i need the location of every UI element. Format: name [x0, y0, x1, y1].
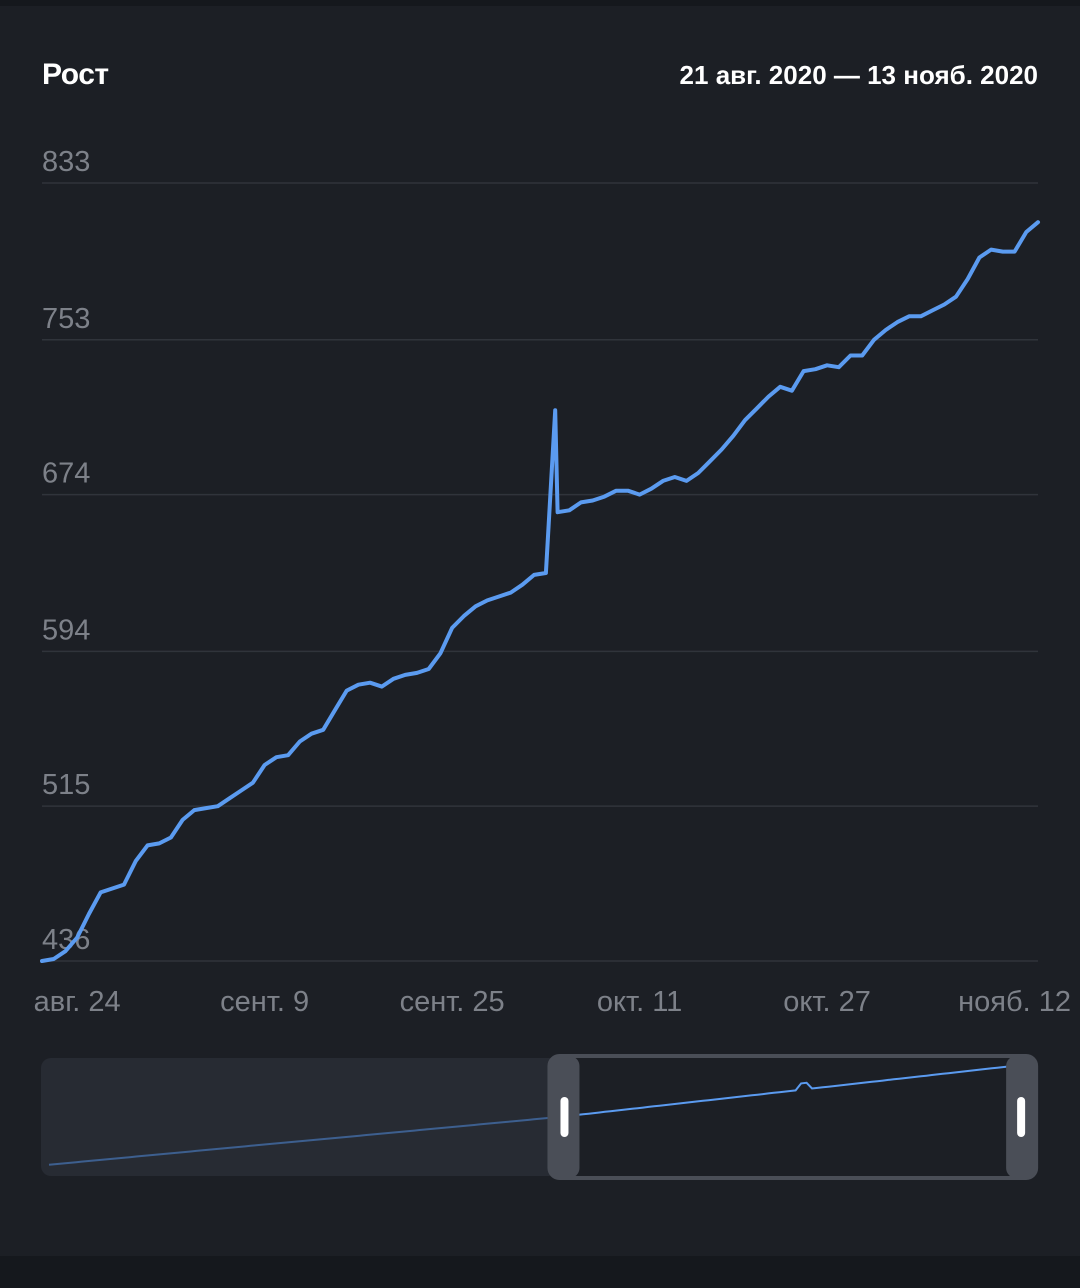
y-tick-label: 833	[42, 146, 90, 178]
x-tick-label: окт. 11	[597, 986, 682, 1018]
navigator-grip-right	[1017, 1097, 1026, 1137]
navigator-grip-left	[560, 1097, 569, 1137]
y-tick-label: 753	[42, 303, 90, 335]
y-tick-label: 674	[42, 458, 90, 490]
grid-lines	[42, 182, 1038, 962]
x-tick-label: авг. 24	[34, 986, 121, 1018]
navigator-selection[interactable]	[547, 1054, 1039, 1180]
x-tick-label: окт. 27	[783, 986, 871, 1018]
y-tick-label: 515	[42, 769, 90, 801]
x-tick-label: сент. 9	[220, 986, 309, 1018]
x-tick-label: нояб. 12	[958, 986, 1071, 1018]
navigator-line-dim	[48, 1115, 562, 1166]
date-range[interactable]: 21 авг. 2020 — 13 нояб. 2020	[679, 60, 1038, 90]
y-tick-label: 594	[42, 614, 90, 646]
series-line	[40, 220, 1040, 963]
x-tick-label: сент. 25	[400, 986, 505, 1018]
growth-card: Рост 21 авг. 2020 — 13 нояб. 2020 436 515…	[0, 6, 1080, 1256]
chart-title: Рост	[42, 58, 109, 91]
navigator-line-selected	[566, 1063, 1031, 1118]
x-axis-ticks: авг. 24 сент. 9 сент. 25 окт. 11 окт. 27 нояб…	[34, 986, 1071, 1018]
range-navigator[interactable]	[41, 1054, 1039, 1180]
plot-area	[40, 220, 1040, 963]
